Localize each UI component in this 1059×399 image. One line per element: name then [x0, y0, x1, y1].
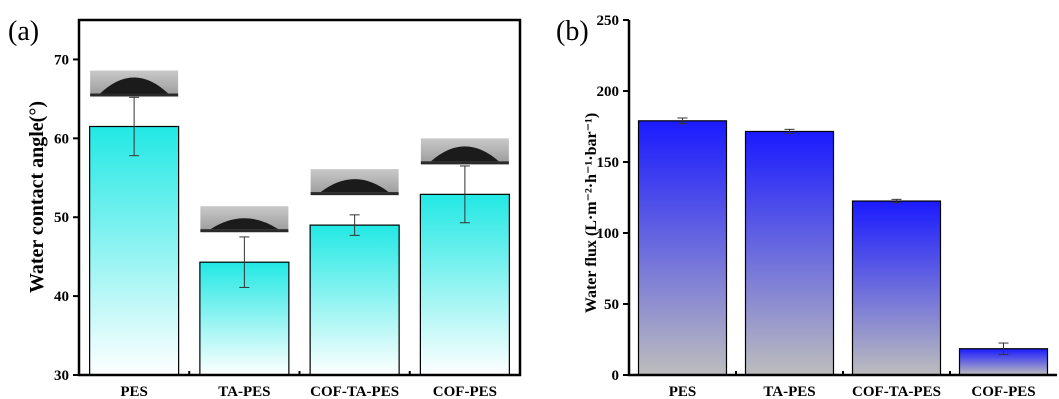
y-tick-label: 50	[604, 297, 619, 313]
y-tick-label: 40	[54, 289, 69, 305]
y-axis-label-a: Water contact angle(°)	[26, 101, 48, 293]
y-tick-label: 200	[597, 84, 620, 100]
y-tick-label: 0	[612, 368, 620, 384]
y-tick-label: 30	[54, 368, 69, 384]
category-label: COF-TA-PES	[310, 384, 399, 399]
bar-cof-ta-pes	[309, 224, 400, 376]
y-tick-label: 150	[597, 155, 620, 171]
y-tick-label: 50	[54, 210, 69, 226]
panel-b-label: (b)	[556, 16, 589, 47]
y-axis-label-b: Water flux (L·m⁻²·h⁻¹·bar⁻¹)	[583, 113, 600, 313]
bar-ta-pes	[744, 130, 835, 376]
water-droplet-image	[90, 70, 179, 97]
category-label: PES	[669, 384, 697, 399]
category-label: TA-PES	[218, 384, 270, 399]
category-label: TA-PES	[763, 384, 815, 399]
chart-panel-a: (a) Water contact angle(°) 30 40 50 60 70 PE…	[8, 16, 522, 399]
category-label: COF-PES	[433, 384, 497, 399]
water-droplet-image	[310, 169, 399, 196]
y-tick-label: 60	[54, 131, 69, 147]
water-droplet-image	[420, 138, 509, 165]
bar-cof-ta-pes	[851, 200, 942, 376]
y-tick-label: 100	[597, 226, 620, 242]
panel-a-label: (a)	[8, 16, 39, 47]
y-tick-label: 250	[597, 13, 620, 29]
chart-panel-b: (b) Water flux (L·m⁻²·h⁻¹·bar⁻¹) 0 50 100 1…	[556, 13, 1057, 399]
y-tick-label: 70	[54, 52, 69, 68]
category-label: PES	[120, 384, 148, 399]
bar-pes	[637, 120, 728, 376]
category-label: COF-PES	[971, 384, 1035, 399]
water-droplet-image	[200, 206, 289, 233]
category-label: COF-TA-PES	[852, 384, 941, 399]
bar-cof-pes	[419, 193, 510, 376]
bar-pes	[89, 125, 180, 376]
